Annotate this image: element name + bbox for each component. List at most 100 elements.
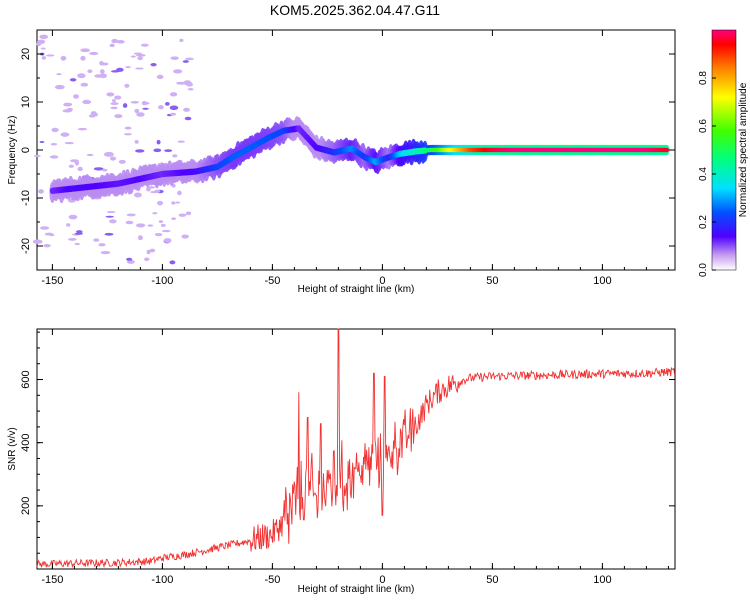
spectrogram-marks bbox=[32, 34, 670, 265]
spectrogram-noise-cell bbox=[136, 53, 146, 57]
spectrogram-noise-cell bbox=[64, 141, 75, 145]
spectrogram-noise-cell bbox=[152, 212, 158, 215]
snr-axes: -150 -100 -50 0 50 100 200 400 600 bbox=[20, 329, 675, 586]
snr-x-tick-label: 100 bbox=[593, 574, 611, 586]
spectrogram-noise-cell bbox=[142, 107, 149, 110]
spectrogram-x-tick-label: 50 bbox=[486, 275, 498, 287]
snr-series-line bbox=[36, 328, 676, 569]
spectrogram-noise-cell bbox=[118, 159, 126, 164]
spectrogram-noise-cell bbox=[103, 151, 114, 157]
spectrogram-noise-cell bbox=[62, 109, 73, 113]
spectrogram-noise-cell bbox=[74, 160, 80, 166]
figure-title: KOM5.2025.362.04.47.G11 bbox=[270, 2, 440, 18]
spectrogram-noise-cell bbox=[124, 83, 130, 88]
spectrogram-noise-cell bbox=[50, 142, 58, 146]
colorbar-tick-label: 0.8 bbox=[698, 71, 709, 85]
spectrogram-x-tick-label: -100 bbox=[151, 275, 173, 287]
spectrogram-noise-cell bbox=[125, 66, 132, 69]
spectrogram-noise-cell bbox=[134, 108, 140, 114]
spectrogram-noise-cell bbox=[171, 217, 176, 221]
spectrogram-noise-cell bbox=[173, 69, 183, 74]
spectrogram-noise-cell bbox=[156, 74, 164, 80]
spectrogram-noise-cell bbox=[179, 38, 184, 43]
spectrogram-noise-cell bbox=[80, 82, 89, 87]
colorbar-tick-label: 0.2 bbox=[698, 215, 709, 229]
spectrogram-noise-cell bbox=[54, 84, 65, 90]
spectrogram-noise-cell bbox=[106, 92, 115, 97]
spectrogram-noise-cell bbox=[50, 156, 58, 159]
spectrogram-noise-cell bbox=[140, 43, 149, 47]
spectrogram-noise-cell bbox=[105, 215, 114, 218]
spectrogram-y-tick-label: 20 bbox=[20, 48, 32, 60]
snr-x-axis-label: Height of straight line (km) bbox=[298, 584, 415, 595]
spectrogram-noise-cell bbox=[137, 235, 143, 241]
spectrogram-noise-cell bbox=[38, 189, 44, 194]
spectrogram-noise-cell bbox=[177, 140, 185, 143]
spectrogram-noise-cell bbox=[87, 69, 93, 74]
snr-y-axis-label: SNR (v/v) bbox=[7, 427, 18, 470]
snr-x-tick-label: 50 bbox=[486, 574, 498, 586]
spectrogram-noise-cell bbox=[154, 232, 163, 237]
spectrogram-noise-cell bbox=[39, 140, 45, 144]
spectrogram-noise-cell bbox=[93, 167, 104, 171]
spectrogram-noise-cell bbox=[82, 99, 92, 105]
spectrogram-noise-cell bbox=[135, 67, 144, 70]
spectrogram-x-tick-label: -150 bbox=[41, 275, 63, 287]
colorbar-tick-label: 0.6 bbox=[698, 119, 709, 133]
spectrogram-noise-cell bbox=[149, 248, 156, 253]
spectrogram-noise-cell bbox=[185, 57, 194, 61]
spectrogram-noise-cell bbox=[109, 219, 117, 224]
spectrogram-noise-cell bbox=[109, 156, 117, 161]
spectrogram-noise-cell bbox=[110, 106, 118, 110]
spectrogram-noise-cell bbox=[187, 88, 194, 91]
spectrogram-noise-cell bbox=[100, 250, 111, 255]
spectrogram-noise-cell bbox=[165, 101, 170, 106]
spectrogram-noise-cell bbox=[144, 257, 150, 261]
spectrogram-noise-cell bbox=[171, 201, 176, 205]
spectrogram-noise-cell bbox=[154, 189, 161, 193]
spectrogram-noise-cell bbox=[77, 166, 83, 172]
spectrogram-noise-cell bbox=[106, 211, 116, 214]
spectrogram-y-axis-label: Frequency (Hz) bbox=[7, 116, 18, 185]
snr-x-tick-label: -50 bbox=[264, 574, 280, 586]
spectrogram-noise-cell bbox=[80, 55, 86, 61]
spectrogram-noise-cell bbox=[68, 214, 78, 220]
spectrogram-noise-cell bbox=[39, 34, 49, 39]
spectrogram-noise-cell bbox=[169, 92, 178, 97]
spectrogram-noise-cell bbox=[137, 56, 143, 61]
spectrogram-noise-cell bbox=[77, 73, 86, 79]
colorbar-label: Normalized spectral amplitude bbox=[738, 82, 749, 217]
spectrogram-noise-cell bbox=[63, 102, 73, 107]
spectrogram-noise-cell bbox=[161, 229, 171, 233]
spectrogram-noise-cell bbox=[175, 201, 181, 204]
spectrogram-noise-cell bbox=[80, 48, 90, 53]
spectrogram-noise-cell bbox=[68, 237, 77, 241]
spectrogram-noise-cell bbox=[116, 40, 125, 44]
spectrogram-noise-cell bbox=[36, 39, 46, 44]
spectrogram-noise-cell bbox=[158, 105, 164, 110]
spectrogram-noise-cell bbox=[153, 148, 162, 153]
spectrogram-noise-cell bbox=[156, 139, 161, 145]
spectrogram-noise-cell bbox=[184, 116, 192, 121]
spectrogram-noise-cell bbox=[176, 81, 186, 85]
spectrogram-noise-cell bbox=[99, 60, 104, 66]
spectrogram-noise-cell bbox=[136, 112, 145, 117]
snr-y-tick-label: 600 bbox=[20, 370, 32, 388]
spectrogram-noise-cell bbox=[164, 149, 173, 152]
spectrogram-noise-cell bbox=[109, 43, 115, 48]
colorbar-scale bbox=[711, 29, 737, 271]
spectrogram-y-tick-label: 0 bbox=[20, 147, 32, 153]
spectrogram-noise-cell bbox=[93, 238, 100, 242]
spectrogram-noise-cell bbox=[51, 127, 59, 133]
spectrogram-noise-cell bbox=[73, 94, 79, 99]
spectrogram-noise-cell bbox=[126, 213, 136, 217]
spectrogram-x-axis-label: Height of straight line (km) bbox=[298, 284, 415, 295]
spectrogram-noise-cell bbox=[110, 102, 119, 106]
spectrogram-noise-cell bbox=[169, 112, 177, 116]
snr-panel: -150 -100 -50 0 50 100 200 400 600 Height of str… bbox=[7, 328, 676, 595]
spectrogram-noise-cell bbox=[101, 168, 108, 172]
spectrogram-noise-cell bbox=[183, 107, 191, 112]
snr-y-tick-label: 400 bbox=[20, 434, 32, 452]
